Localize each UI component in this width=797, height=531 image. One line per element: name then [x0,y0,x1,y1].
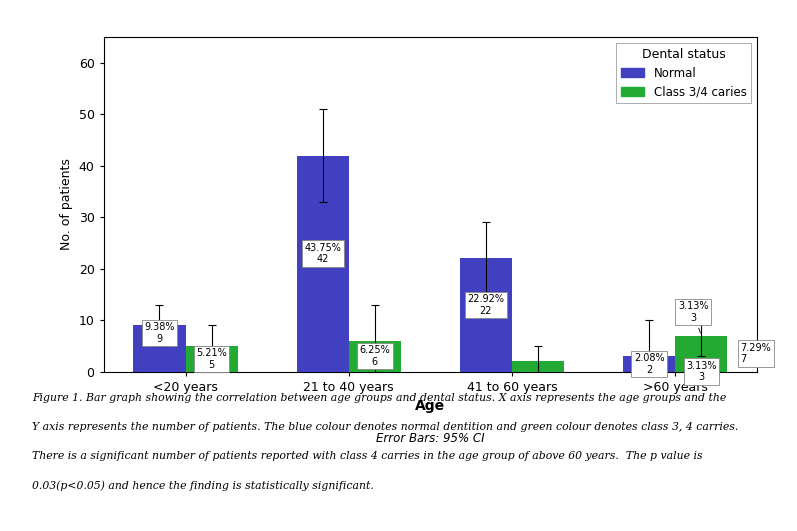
Text: 5.21%
5: 5.21% 5 [196,348,227,370]
Text: 9.38%
9: 9.38% 9 [144,322,175,344]
Text: 43.75%
42: 43.75% 42 [304,243,341,264]
Text: Y axis represents the number of patients. The blue colour denotes normal dentiti: Y axis represents the number of patients… [32,422,738,432]
Text: There is a significant number of patients reported with class 4 carries in the a: There is a significant number of patient… [32,451,702,461]
Bar [512,362,564,372]
Bar [460,259,512,372]
Text: Error Bars: 95% CI: Error Bars: 95% CI [376,432,485,445]
Bar [675,336,728,372]
Legend: Normal, Class 3/4 caries: Normal, Class 3/4 caries [616,43,752,104]
Text: 6.25%
6: 6.25% 6 [359,346,391,367]
Text: 0.03(p<0.05) and hence the finding is statistically significant.: 0.03(p<0.05) and hence the finding is st… [32,481,374,491]
Bar [296,156,349,372]
Bar [186,346,238,372]
Y-axis label: No. of patients: No. of patients [60,158,73,251]
Bar [623,356,675,372]
Bar [133,326,186,372]
Text: 2.08%
2: 2.08% 2 [634,353,665,375]
Bar [349,341,401,372]
Text: 7.29%
7: 7.29% 7 [740,343,771,364]
Text: 3.13%
3: 3.13% 3 [686,361,717,382]
Text: 22.92%
22: 22.92% 22 [467,294,505,315]
Text: Figure 1. Bar graph showing the correlation between age groups and dental status: Figure 1. Bar graph showing the correlat… [32,393,726,403]
X-axis label: Age: Age [415,399,446,413]
Text: 3.13%
3: 3.13% 3 [678,301,709,333]
